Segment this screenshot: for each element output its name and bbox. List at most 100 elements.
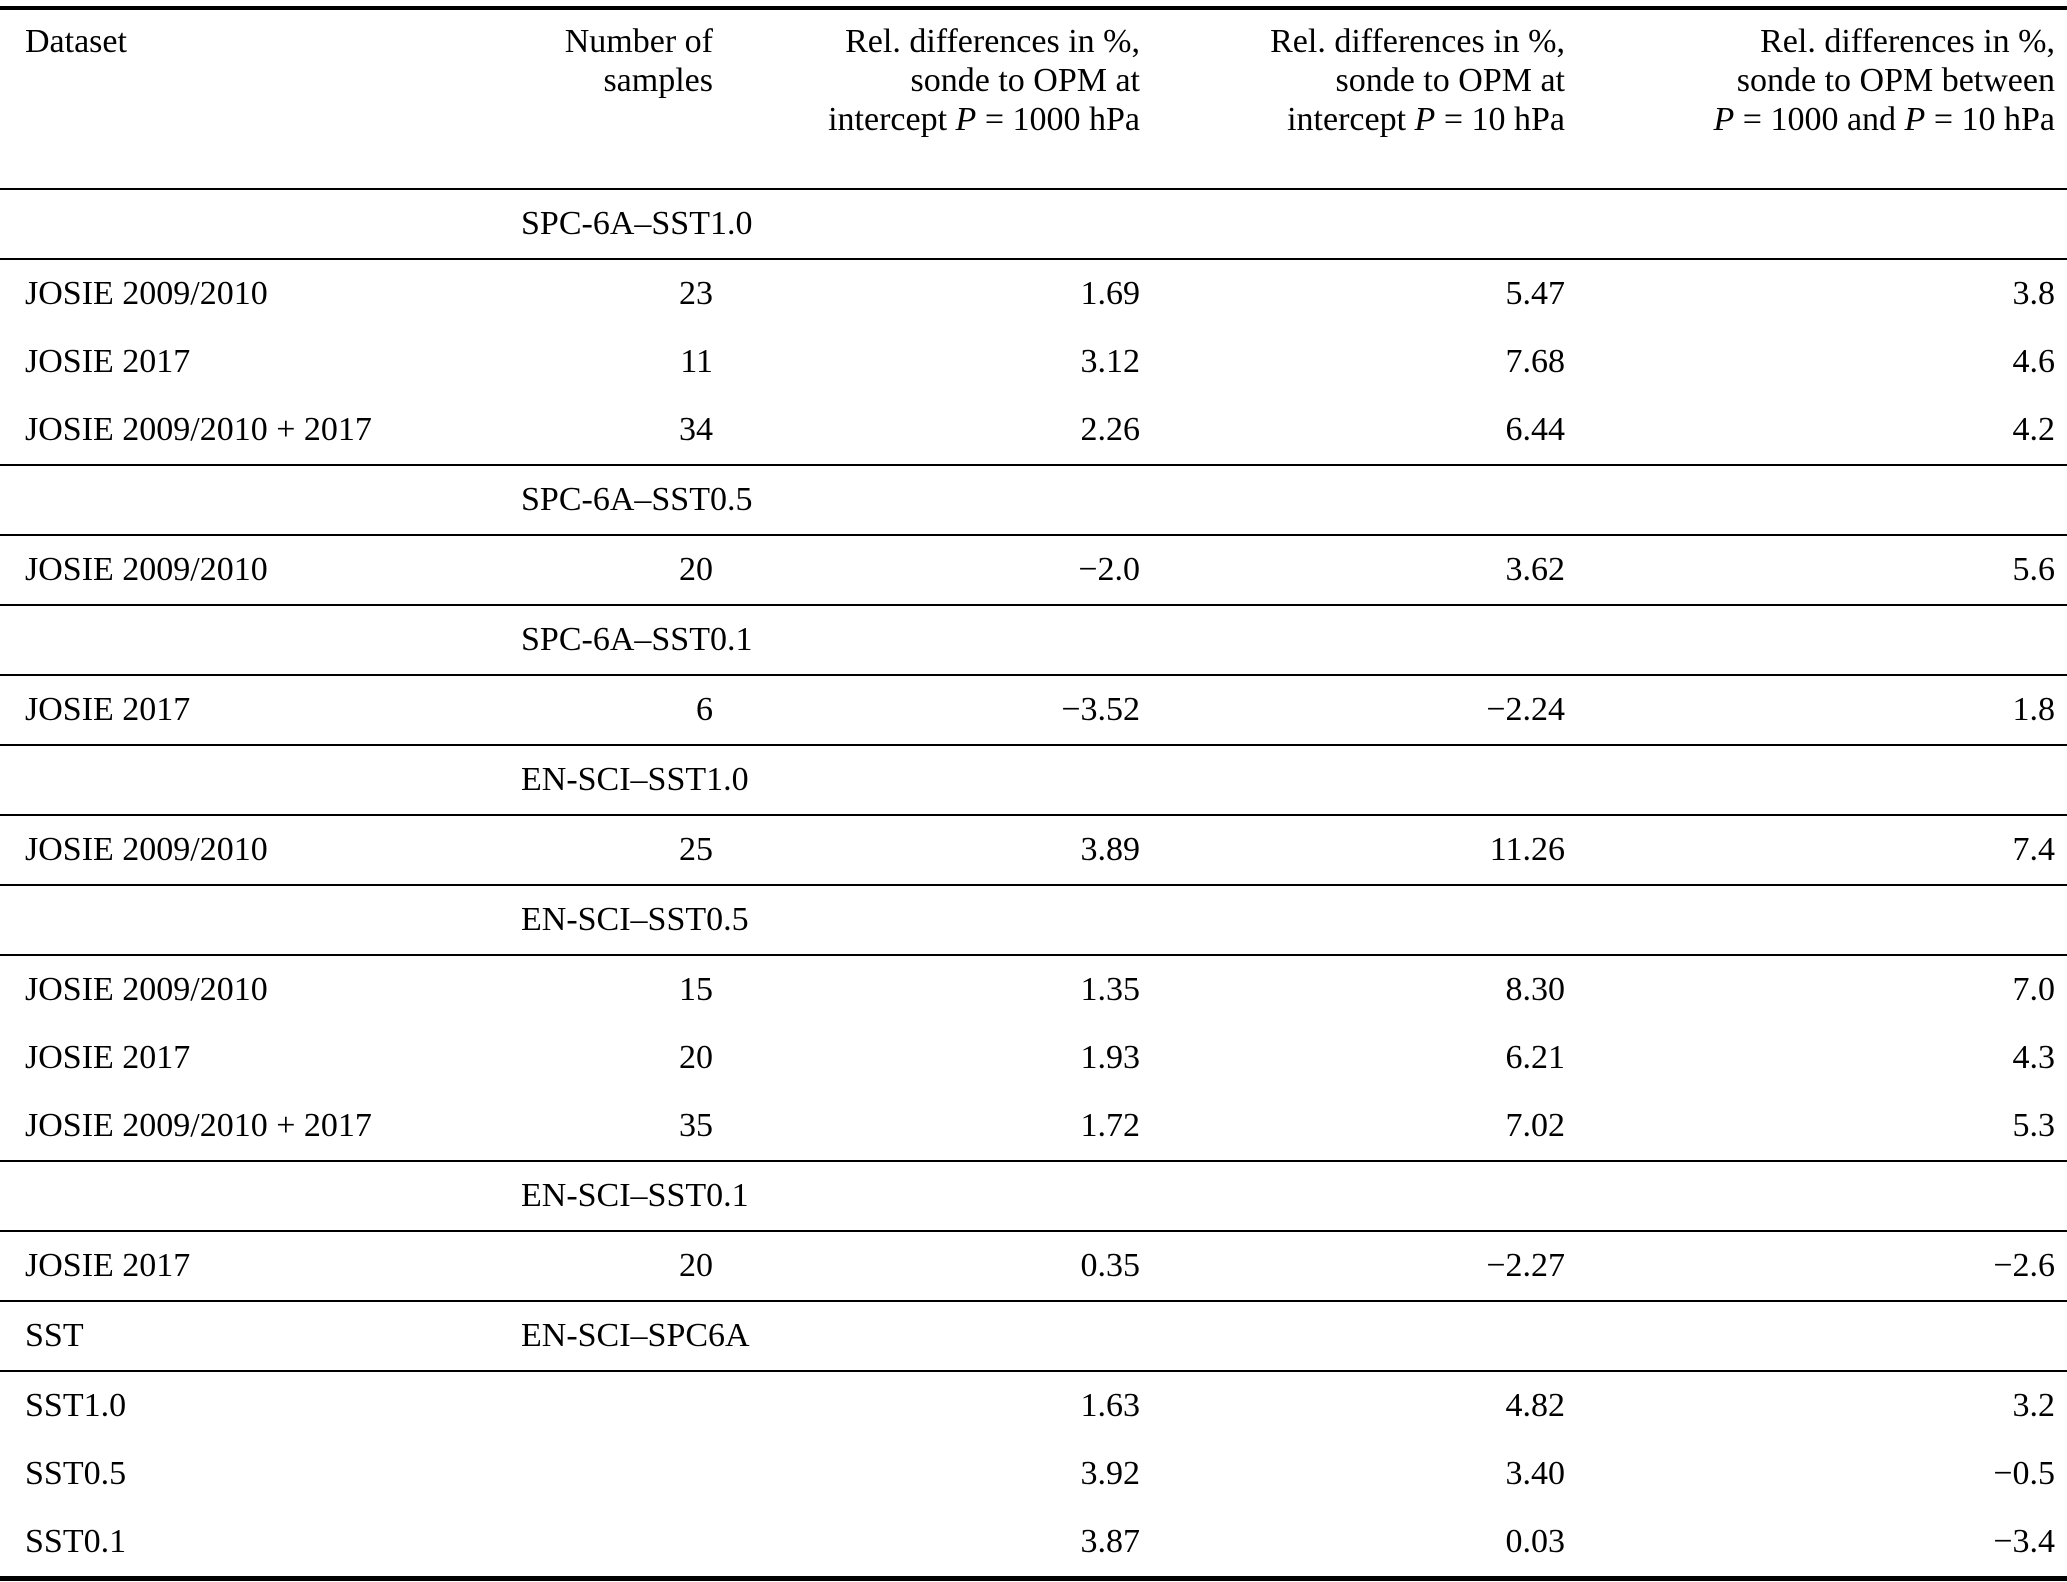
column-header-rel-diff-10hpa: Rel. differences in %, sonde to OPM at i… [1140, 8, 1566, 190]
header-samples-line1: Number of [564, 23, 713, 60]
section-title: EN-SCI–SPC6A [460, 1301, 2067, 1372]
cell-samples: 20 [460, 535, 713, 606]
cell-samples: 20 [460, 1231, 713, 1302]
table-row: JOSIE 2009/2010 23 1.69 5.47 3.8 [0, 259, 2067, 328]
cell-d10: 6.44 [1140, 396, 1565, 466]
table-row: SST0.1 3.87 0.03 −3.4 [0, 1508, 2067, 1579]
column-header-dataset: Dataset [0, 8, 460, 190]
cell-samples: 11 [680, 343, 713, 380]
table-row: JOSIE 2017 20 0.35 −2.27 −2.6 [0, 1231, 2067, 1302]
cell-d10: 8.30 [1505, 971, 1566, 1008]
header-col5-line1: Rel. differences in %, [1760, 23, 2055, 60]
column-header-samples: Number of samples [460, 8, 713, 190]
cell-dataset: JOSIE 2009/2010 [0, 815, 460, 886]
section-label: SST [0, 1301, 460, 1372]
cell-samples: 34 [460, 396, 713, 466]
table-row: JOSIE 2017 6 −3.52 −2.24 1.8 [0, 675, 2067, 746]
cell-d10: 5.47 [1505, 275, 1566, 312]
cell-dataset: JOSIE 2009/2010 [25, 971, 268, 1008]
cell-dbetween: 4.3 [2012, 1039, 2056, 1076]
cell-d1000: −3.52 [713, 675, 1140, 746]
table-row: JOSIE 2009/2010 20 −2.0 3.62 5.6 [0, 535, 2067, 606]
table-row: JOSIE 2017 20 1.93 6.21 4.3 [0, 1024, 2067, 1092]
cell-d10: 11.26 [1140, 815, 1565, 886]
table-row: JOSIE 2009/2010 + 2017 34 2.26 6.44 4.2 [0, 396, 2067, 466]
section-row: SPC-6A–SST0.5 [0, 465, 2067, 536]
cell-d1000: 3.92 [1080, 1455, 1141, 1492]
section-label [0, 605, 460, 676]
table-header-row: Dataset Number of samples Rel. differenc… [0, 8, 2067, 190]
cell-dataset: JOSIE 2017 [25, 343, 191, 380]
cell-d1000: 1.69 [1080, 275, 1141, 312]
section-row: EN-SCI–SST1.0 [0, 745, 2067, 816]
section-row: SST EN-SCI–SPC6A [0, 1301, 2067, 1372]
cell-dataset: SST0.1 [25, 1523, 127, 1560]
cell-d1000: 1.72 [713, 1092, 1140, 1162]
cell-d10: 7.02 [1140, 1092, 1565, 1162]
table-row: SST1.0 1.63 4.82 3.2 [0, 1371, 2067, 1440]
section-title: SPC-6A–SST0.5 [460, 465, 2067, 536]
cell-dataset: JOSIE 2009/2010 [0, 535, 460, 606]
section-label [0, 189, 460, 260]
cell-samples: 23 [679, 275, 713, 312]
cell-d1000: 2.26 [713, 396, 1140, 466]
cell-samples: 6 [460, 675, 713, 746]
cell-samples [460, 1440, 713, 1508]
cell-d10: 4.82 [1505, 1387, 1566, 1424]
table-row: JOSIE 2009/2010 15 1.35 8.30 7.0 [0, 955, 2067, 1024]
cell-samples [460, 1508, 713, 1579]
section-label [0, 465, 460, 536]
cell-d1000: 3.89 [713, 815, 1140, 886]
results-table: Dataset Number of samples Rel. differenc… [0, 6, 2067, 1581]
cell-d1000: 3.87 [1080, 1523, 1141, 1560]
section-title: SPC-6A–SST0.1 [460, 605, 2067, 676]
table-row: JOSIE 2009/2010 25 3.89 11.26 7.4 [0, 815, 2067, 886]
cell-dbetween: −3.4 [1993, 1523, 2055, 1560]
cell-dbetween: 4.6 [2012, 343, 2056, 380]
cell-d10: −2.27 [1140, 1231, 1565, 1302]
column-header-rel-diff-1000hpa: Rel. differences in %, sonde to OPM at i… [713, 8, 1141, 190]
cell-dbetween: 1.8 [1565, 675, 2067, 746]
header-col5-line3: P = 1000 and P = 10 hPa [1713, 101, 2055, 138]
cell-d1000: 1.63 [1080, 1387, 1141, 1424]
cell-d1000: −2.0 [713, 535, 1140, 606]
section-label [0, 1161, 460, 1232]
cell-dataset: SST1.0 [25, 1387, 127, 1424]
header-col5-line2: sonde to OPM between [1736, 62, 2055, 99]
cell-dbetween: 4.2 [1565, 396, 2067, 466]
section-row: SPC-6A–SST1.0 [0, 189, 2067, 260]
header-samples-line2: samples [603, 62, 713, 99]
cell-dbetween: −2.6 [1565, 1231, 2067, 1302]
column-header-dataset-label: Dataset [25, 23, 127, 60]
cell-dataset: SST0.5 [25, 1455, 127, 1492]
cell-d1000: 1.35 [1080, 971, 1141, 1008]
header-col3-line3: intercept P = 1000 hPa [828, 101, 1140, 138]
section-title: EN-SCI–SST1.0 [460, 745, 2067, 816]
cell-dbetween: 3.8 [2012, 275, 2056, 312]
section-title: EN-SCI–SST0.1 [460, 1161, 2067, 1232]
cell-d10: 6.21 [1505, 1039, 1566, 1076]
cell-d10: −2.24 [1140, 675, 1565, 746]
section-row: SPC-6A–SST0.1 [0, 605, 2067, 676]
cell-dbetween: 3.2 [2012, 1387, 2056, 1424]
section-row: EN-SCI–SST0.5 [0, 885, 2067, 956]
header-col4-line2: sonde to OPM at [1335, 62, 1566, 99]
cell-dbetween: 5.3 [1565, 1092, 2067, 1162]
cell-dbetween: 7.0 [2012, 971, 2056, 1008]
cell-samples: 15 [679, 971, 713, 1008]
cell-dbetween: 5.6 [1565, 535, 2067, 606]
section-title: SPC-6A–SST1.0 [460, 189, 2067, 260]
cell-dataset: JOSIE 2017 [25, 1039, 191, 1076]
cell-d1000: 3.12 [1080, 343, 1141, 380]
cell-dbetween: −0.5 [1993, 1455, 2055, 1492]
section-row: EN-SCI–SST0.1 [0, 1161, 2067, 1232]
table-row: JOSIE 2009/2010 + 2017 35 1.72 7.02 5.3 [0, 1092, 2067, 1162]
cell-d10: 3.62 [1140, 535, 1565, 606]
cell-dbetween: 7.4 [1565, 815, 2067, 886]
cell-samples: 25 [460, 815, 713, 886]
cell-d1000: 0.35 [713, 1231, 1140, 1302]
header-col3-line2: sonde to OPM at [910, 62, 1141, 99]
header-col4-line1: Rel. differences in %, [1270, 23, 1565, 60]
section-label [0, 885, 460, 956]
